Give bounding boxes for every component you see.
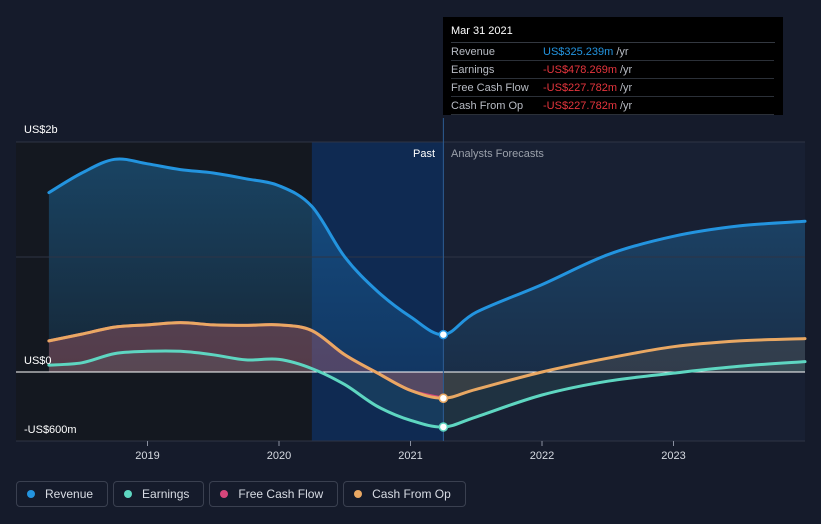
tooltip-row-value: -US$227.782m [543, 81, 617, 94]
tooltip-row-label: Earnings [451, 63, 495, 76]
legend-label: Revenue [45, 487, 94, 501]
revenue-area [48, 158, 805, 372]
earnings-dot-icon [124, 490, 133, 498]
revenue-marker [438, 329, 449, 340]
tooltip-row-value: -US$227.782m [543, 99, 617, 112]
past-label: Past [413, 148, 435, 160]
y-axis-top-label: US$2b [24, 124, 58, 136]
x-tick-label: 2023 [661, 450, 685, 462]
tooltip-row-revenue: Revenue US$325.239m /yr [451, 43, 774, 61]
tooltip-row-cash-from-op: Cash From Op -US$227.782m /yr [451, 97, 774, 115]
tooltip-row-unit: /yr [620, 63, 633, 76]
cash-from-op-marker [438, 393, 449, 403]
tooltip-row-label: Cash From Op [451, 99, 524, 112]
legend: Revenue Earnings Free Cash Flow Cash Fro… [16, 481, 466, 507]
legend-label: Earnings [142, 487, 190, 501]
cash-from-op-dot-icon [354, 490, 363, 498]
cash-from-op-line [47, 321, 807, 400]
legend-item-cash-from-op[interactable]: Cash From Op [343, 481, 466, 507]
tooltip-row-label: Free Cash Flow [451, 81, 529, 94]
revenue-line [47, 157, 807, 337]
x-tick-label: 2019 [135, 450, 159, 462]
tooltip-row-unit: /yr [620, 81, 633, 94]
tooltip-row-free-cash-flow: Free Cash Flow -US$227.782m /yr [451, 79, 774, 97]
legend-item-earnings[interactable]: Earnings [113, 481, 205, 507]
free-cash-flow-dot-icon [220, 490, 229, 498]
x-tick-label: 2021 [398, 450, 422, 462]
tooltip-row-unit: /yr [616, 45, 629, 58]
tooltip-row-label: Revenue [451, 45, 496, 58]
legend-label: Free Cash Flow [238, 487, 324, 501]
x-tick-label: 2020 [267, 450, 291, 462]
tooltip: Mar 31 2021 Revenue US$325.239m /yr Earn… [443, 17, 783, 115]
y-axis-bottom-label: -US$600m [24, 424, 77, 436]
tooltip-row-unit: /yr [620, 99, 633, 112]
earnings-line [47, 349, 807, 429]
tooltip-row-earnings: Earnings -US$478.269m /yr [451, 61, 774, 79]
legend-item-free-cash-flow[interactable]: Free Cash Flow [209, 481, 339, 507]
y-axis-zero-label: US$0 [24, 355, 52, 367]
tooltip-row-value: US$325.239m [543, 45, 614, 58]
legend-item-revenue[interactable]: Revenue [16, 481, 109, 507]
legend-label: Cash From Op [372, 487, 451, 501]
tooltip-row-value: -US$478.269m [543, 63, 617, 76]
x-tick-label: 2022 [530, 450, 554, 462]
tooltip-date: Mar 31 2021 [451, 22, 775, 43]
earnings-area [48, 350, 805, 428]
revenue-dot-icon [27, 490, 35, 498]
earnings-marker [438, 422, 449, 432]
forecast-label: Analysts Forecasts [451, 148, 544, 160]
cash-from-op-area [48, 322, 805, 399]
